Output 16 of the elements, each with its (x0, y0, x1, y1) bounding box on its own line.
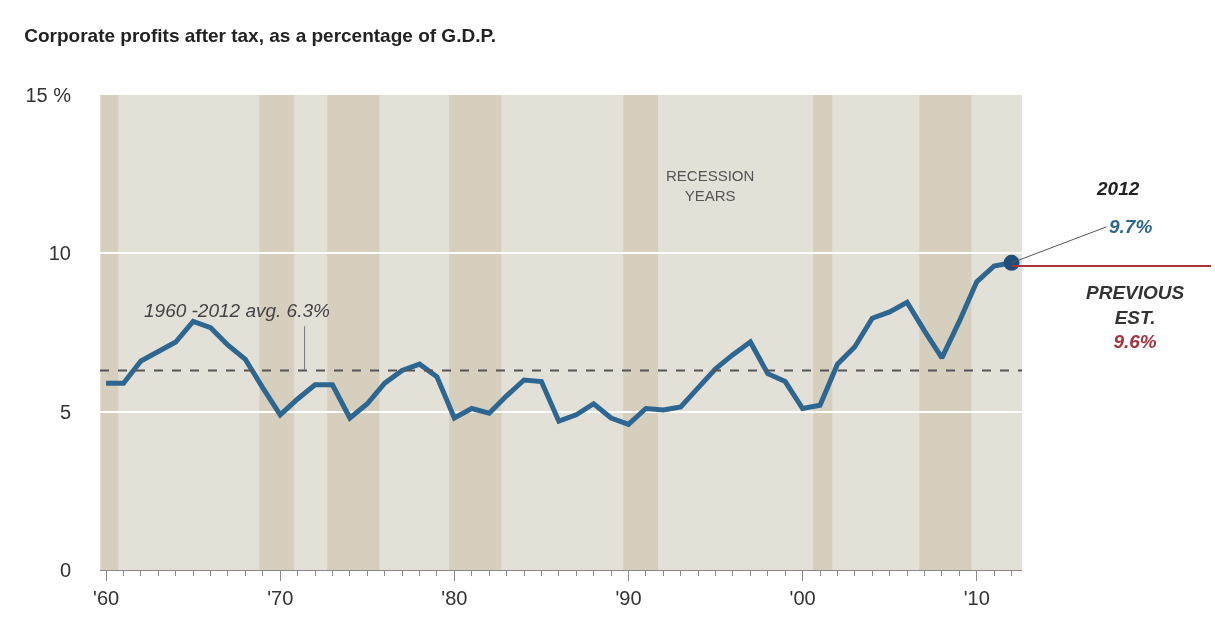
x-tick-label: '00 (789, 587, 816, 609)
x-tick-label: '10 (963, 587, 990, 609)
chart-title: Corporate profits after tax, as a percentage of G.D.P. (24, 24, 496, 46)
y-tick-label: 15 % (25, 84, 72, 106)
x-tick-label: '60 (93, 587, 120, 609)
ref-line-label: 1960 -2012 avg. 6.3% (144, 300, 331, 321)
x-tick-label: '90 (615, 587, 642, 609)
y-tick-label: 5 (59, 400, 71, 423)
ref-line-label: PREVIOUS EST. 9.6% (1086, 282, 1185, 353)
y-tick-label: 10 (48, 242, 71, 265)
annotation: RECESSION YEARS (666, 167, 755, 204)
x-tick-label: '70 (267, 587, 294, 609)
y-tick-label: 0 (59, 559, 71, 581)
x-tick-label: '80 (441, 587, 468, 609)
data-label: 9.7% (1109, 216, 1153, 237)
text: 2012 (1096, 178, 1140, 199)
